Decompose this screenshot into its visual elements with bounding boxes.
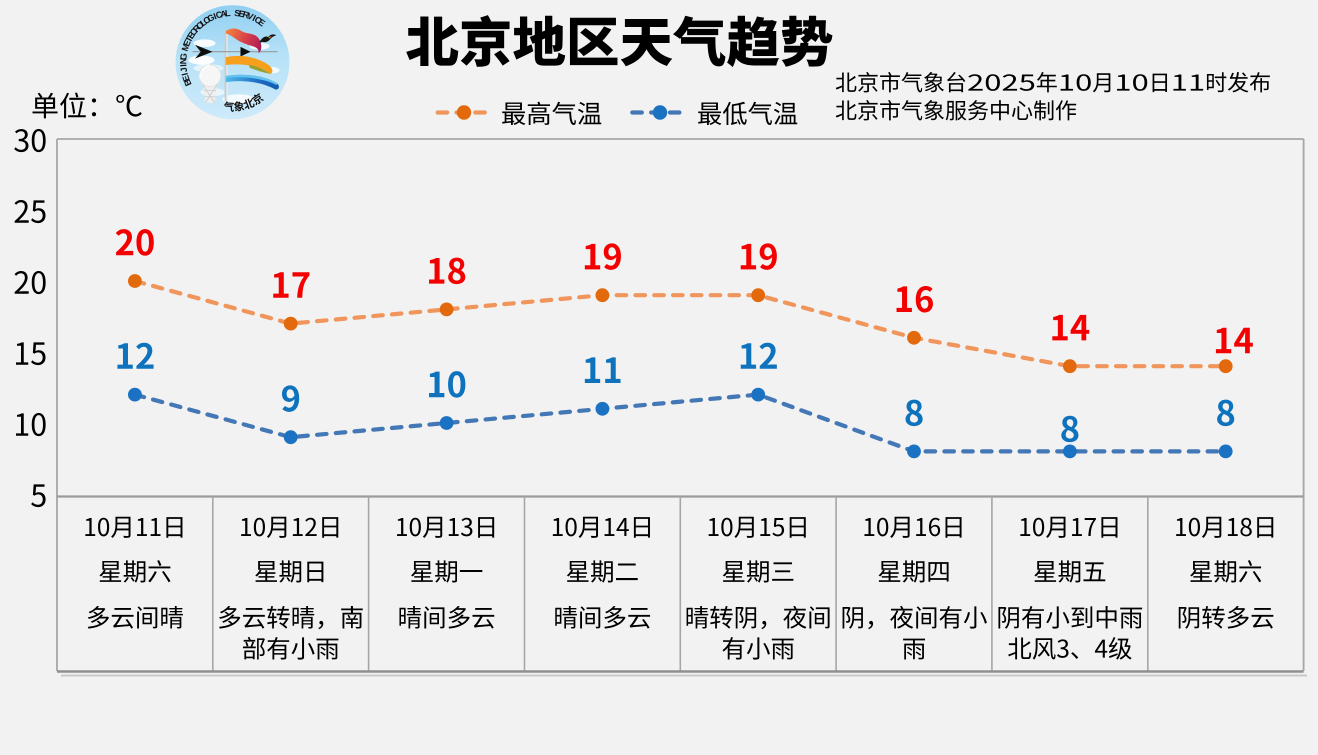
- svg-text:I: I: [251, 13, 258, 23]
- svg-text:G: G: [178, 53, 189, 61]
- svg-text:L: L: [224, 8, 231, 19]
- svg-text:S: S: [234, 8, 241, 19]
- svg-text:E: E: [238, 8, 246, 19]
- svg-text:C: C: [215, 9, 224, 21]
- svg-text:E: E: [181, 38, 193, 47]
- svg-text:I: I: [212, 11, 218, 21]
- svg-text:T: T: [183, 34, 195, 44]
- svg-text:G: G: [205, 12, 216, 24]
- svg-text:O: O: [194, 19, 206, 31]
- svg-text:O: O: [188, 26, 200, 38]
- svg-text:B: B: [182, 77, 194, 87]
- svg-text:C: C: [253, 14, 264, 26]
- svg-text:I: I: [180, 72, 190, 77]
- svg-text:R: R: [241, 9, 250, 21]
- svg-text:R: R: [191, 22, 203, 34]
- svg-text:J: J: [179, 67, 190, 74]
- svg-text:I: I: [178, 64, 188, 67]
- svg-text:E: E: [185, 30, 197, 40]
- svg-text:V: V: [245, 11, 254, 22]
- svg-text:E: E: [180, 74, 191, 83]
- svg-text:O: O: [201, 14, 212, 26]
- svg-text:M: M: [180, 42, 192, 52]
- svg-text:L: L: [198, 17, 209, 29]
- svg-text:E: E: [256, 17, 267, 29]
- svg-text:N: N: [178, 58, 188, 65]
- svg-text:A: A: [219, 8, 228, 19]
